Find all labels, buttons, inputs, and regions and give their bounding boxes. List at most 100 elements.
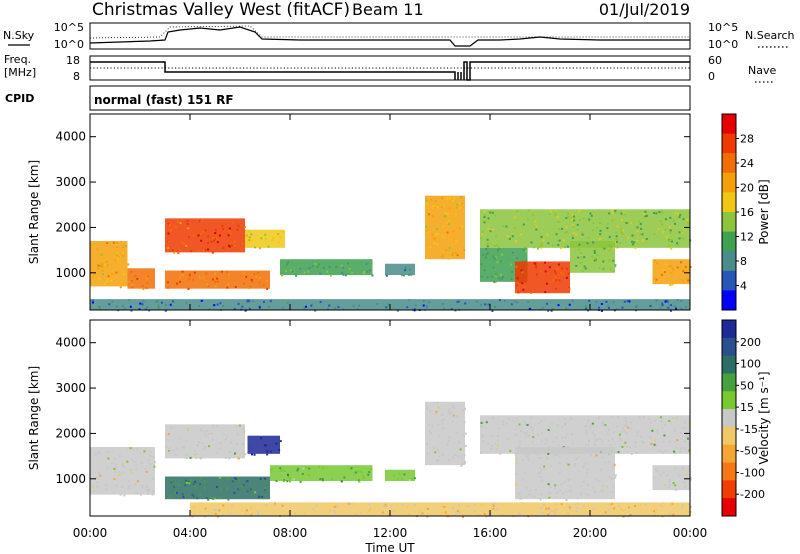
heatmap-speckle bbox=[617, 451, 620, 454]
heatmap-speckle bbox=[540, 236, 543, 239]
heatmap-speckle bbox=[539, 475, 542, 478]
heatmap-speckle bbox=[202, 230, 205, 233]
heatmap-speckle bbox=[622, 515, 625, 518]
heatmap-speckle bbox=[587, 419, 590, 422]
heatmap-speckle bbox=[528, 490, 531, 493]
heatmap-speckle bbox=[218, 447, 221, 450]
heatmap-speckle bbox=[205, 435, 208, 438]
heatmap-speckle bbox=[403, 473, 406, 476]
heatmap-speckle bbox=[381, 511, 384, 514]
heatmap-speckle bbox=[501, 277, 504, 280]
heatmap-speckle bbox=[515, 472, 518, 475]
heatmap-speckle bbox=[604, 511, 607, 514]
heatmap-speckle bbox=[551, 422, 554, 425]
heatmap-speckle bbox=[197, 234, 200, 237]
heatmap-speckle bbox=[101, 265, 104, 268]
heatmap-speckle bbox=[202, 276, 205, 279]
heatmap-speckle bbox=[133, 460, 136, 463]
heatmap-speckle bbox=[586, 242, 589, 245]
heatmap-speckle bbox=[451, 254, 454, 257]
heatmap-speckle bbox=[382, 505, 385, 508]
heatmap-speckle bbox=[246, 490, 249, 493]
heatmap-speckle bbox=[580, 485, 583, 488]
heatmap-speckle bbox=[452, 456, 455, 459]
heatmap-speckle bbox=[661, 451, 664, 454]
heatmap-speckle bbox=[649, 421, 652, 424]
heatmap-speckle bbox=[572, 442, 575, 445]
heatmap-speckle bbox=[611, 209, 614, 212]
y-tick-label: 3000 bbox=[55, 175, 86, 189]
heatmap-speckle bbox=[517, 275, 520, 278]
heatmap-speckle bbox=[244, 275, 247, 278]
heatmap-speckle bbox=[550, 309, 553, 312]
heatmap-speckle bbox=[536, 433, 539, 436]
heatmap-speckle bbox=[601, 440, 604, 443]
heatmap-speckle bbox=[567, 512, 570, 515]
heatmap-speckle bbox=[545, 282, 548, 285]
nsearch-tick-bottom: 10^0 bbox=[708, 38, 738, 51]
heatmap-speckle bbox=[539, 470, 542, 473]
colorbar-segment bbox=[722, 133, 736, 154]
heatmap-speckle bbox=[666, 236, 669, 239]
y-tick-label: 4000 bbox=[55, 130, 86, 144]
heatmap-speckle bbox=[226, 487, 229, 490]
heatmap-speckle bbox=[307, 270, 310, 273]
heatmap-speckle bbox=[554, 484, 557, 487]
heatmap-speckle bbox=[536, 273, 539, 276]
heatmap-speckle bbox=[167, 286, 170, 289]
heatmap-speckle bbox=[668, 419, 671, 422]
heatmap-speckle bbox=[584, 425, 587, 428]
heatmap-speckle bbox=[216, 277, 219, 280]
heatmap-speckle bbox=[107, 457, 110, 460]
heatmap-speckle bbox=[555, 436, 558, 439]
heatmap-speckle bbox=[561, 447, 564, 450]
heatmap-speckle bbox=[621, 233, 624, 236]
heatmap-speckle bbox=[545, 438, 548, 441]
heatmap-speckle bbox=[609, 268, 612, 271]
heatmap-speckle bbox=[644, 210, 647, 213]
heatmap-speckle bbox=[614, 264, 617, 267]
nsearch-trace bbox=[89, 25, 690, 39]
heatmap-speckle bbox=[237, 479, 240, 482]
heatmap-speckle bbox=[615, 240, 618, 243]
heatmap-speckle bbox=[514, 428, 517, 431]
heatmap-speckle bbox=[227, 476, 230, 479]
heatmap-speckle bbox=[547, 513, 550, 516]
heatmap-speckle bbox=[540, 431, 543, 434]
heatmap-speckle bbox=[277, 442, 280, 445]
heatmap-speckle bbox=[146, 306, 149, 309]
heatmap-speckle bbox=[636, 430, 639, 433]
heatmap-speckle bbox=[538, 472, 541, 475]
heatmap-speckle bbox=[305, 466, 308, 469]
heatmap-speckle bbox=[119, 493, 122, 496]
heatmap-speckle bbox=[464, 432, 467, 435]
heatmap-speckle bbox=[299, 267, 302, 270]
heatmap-speckle bbox=[516, 462, 519, 465]
heatmap-speckle bbox=[145, 470, 148, 473]
heatmap-speckle bbox=[425, 202, 428, 205]
heatmap-speckle bbox=[169, 447, 172, 450]
heatmap-speckle bbox=[515, 290, 518, 293]
heatmap-speckle bbox=[641, 239, 644, 242]
heatmap-speckle bbox=[654, 259, 657, 262]
heatmap-speckle bbox=[523, 246, 526, 249]
heatmap-speckle bbox=[135, 492, 138, 495]
heatmap-speckle bbox=[567, 212, 570, 215]
heatmap-speckle bbox=[178, 280, 181, 283]
heatmap-speckle bbox=[627, 221, 630, 224]
heatmap-speckle bbox=[198, 219, 201, 222]
heatmap-speckle bbox=[322, 466, 325, 469]
heatmap-speckle bbox=[157, 306, 160, 309]
heatmap-speckle bbox=[555, 287, 558, 290]
heatmap-speckle bbox=[264, 237, 267, 240]
heatmap-speckle bbox=[639, 503, 642, 506]
heatmap-speckle bbox=[531, 429, 534, 432]
heatmap-speckle bbox=[493, 257, 496, 260]
colorbar-segment bbox=[722, 114, 736, 135]
heatmap-speckle bbox=[480, 503, 483, 506]
heatmap-speckle bbox=[506, 235, 509, 238]
heatmap-speckle bbox=[585, 432, 588, 435]
heatmap-speckle bbox=[202, 249, 205, 252]
heatmap-speckle bbox=[322, 267, 325, 270]
